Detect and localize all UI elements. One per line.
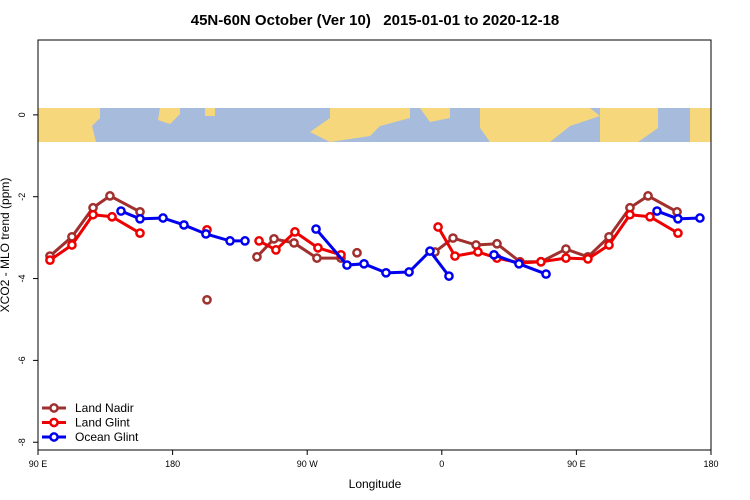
data-point xyxy=(135,228,145,238)
data-point xyxy=(116,206,126,216)
data-point xyxy=(135,213,145,224)
data-point xyxy=(289,238,299,248)
legend-label: Land Glint xyxy=(75,416,130,430)
data-point xyxy=(404,267,414,277)
data-point xyxy=(201,229,211,239)
data-point xyxy=(643,191,653,201)
legend-label: Ocean Glint xyxy=(75,430,139,444)
data-point xyxy=(433,222,443,232)
data-point xyxy=(158,213,168,223)
data-point xyxy=(313,243,323,253)
data-point xyxy=(673,228,683,238)
series-line xyxy=(48,194,678,264)
data-point xyxy=(240,236,250,246)
y-tick-label: 0 xyxy=(17,112,27,117)
x-axis-label: Longitude xyxy=(349,477,402,491)
data-point xyxy=(352,247,362,258)
data-point xyxy=(88,209,98,220)
data-point xyxy=(45,255,55,265)
data-point xyxy=(359,258,369,269)
y-tick-label: -2 xyxy=(17,193,27,201)
data-point xyxy=(311,224,321,234)
chart-title: 45N-60N October (Ver 10) 2015-01-01 to 2… xyxy=(191,12,560,29)
data-point xyxy=(342,260,352,270)
data-point xyxy=(450,251,460,261)
data-point xyxy=(652,206,662,216)
data-point xyxy=(625,209,635,220)
data-point xyxy=(444,271,454,281)
x-tick-label: 0 xyxy=(439,459,444,469)
data-point xyxy=(561,253,571,263)
x-tick-label: 90 E xyxy=(29,459,48,469)
y-tick-label: -4 xyxy=(17,275,27,283)
data-point xyxy=(448,233,458,243)
data-point xyxy=(473,247,483,257)
data-point xyxy=(269,234,279,244)
data-point xyxy=(107,211,117,222)
data-point xyxy=(604,240,614,250)
legend-label: Land Nadir xyxy=(75,401,134,415)
y-tick-label: -8 xyxy=(17,438,27,446)
data-point xyxy=(673,213,683,224)
data-point xyxy=(583,254,593,264)
data-point xyxy=(225,236,235,246)
data-point xyxy=(179,220,189,230)
x-tick-label: 90 W xyxy=(297,459,319,469)
data-point xyxy=(381,267,391,278)
data-point xyxy=(561,244,571,254)
x-tick-label: 180 xyxy=(703,459,718,469)
data-point xyxy=(541,269,551,279)
y-tick-label: -6 xyxy=(17,356,27,364)
legend-marker xyxy=(49,403,59,413)
plot-frame xyxy=(37,39,712,451)
data-point xyxy=(252,252,262,262)
data-point xyxy=(290,227,300,237)
map-band xyxy=(38,108,711,142)
data-point xyxy=(202,294,212,305)
y-axis-label: XCO2 - MLO trend (ppm) xyxy=(0,178,12,313)
data-point xyxy=(489,249,499,260)
data-point xyxy=(425,246,435,256)
legend-marker xyxy=(49,417,59,428)
data-point xyxy=(312,253,322,263)
data-point xyxy=(271,245,281,255)
data-point xyxy=(492,238,502,249)
x-tick-label: 90 E xyxy=(567,459,586,469)
data-point xyxy=(254,236,264,246)
data-point xyxy=(67,240,77,250)
data-point xyxy=(105,191,115,201)
legend-marker xyxy=(49,432,59,442)
data-point xyxy=(695,213,705,223)
data-point xyxy=(645,211,655,222)
data-point xyxy=(514,258,524,269)
data-point xyxy=(536,256,546,267)
x-tick-label: 180 xyxy=(165,459,180,469)
